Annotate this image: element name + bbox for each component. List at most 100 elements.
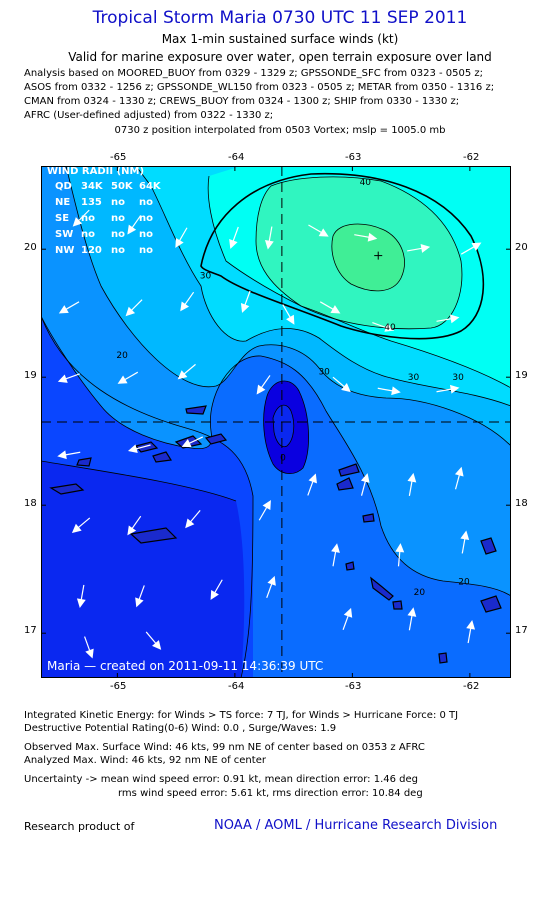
- uncertainty-rms-line: rms wind speed error: 5.61 kt, rms direc…: [118, 788, 423, 799]
- map-credit: Maria — created on 2011-09-11 14:36:39 U…: [47, 659, 323, 673]
- wind-vector-arrow: [454, 466, 464, 490]
- contour-line: [135, 166, 511, 407]
- wind-vector-arrow: [395, 543, 405, 567]
- ike-line: Integrated Kinetic Energy: for Winds > T…: [24, 710, 459, 721]
- island-st-kitts: [370, 576, 394, 601]
- wind-vector-arrow: [319, 301, 341, 314]
- wind-vector-arrow: [266, 575, 276, 599]
- contour-label: 20: [414, 588, 426, 598]
- island-nevis: [392, 600, 403, 610]
- lat-tick-label-left: 20: [24, 242, 37, 253]
- wind-vector-arrow: [436, 384, 460, 394]
- wind-band-45: [331, 224, 405, 291]
- wind-vector-arrow: [175, 227, 188, 248]
- contour-label: 20: [458, 578, 470, 588]
- island-antigua: [480, 595, 502, 613]
- map-title: Tropical Storm Maria 0730 UTC 11 SEP 201…: [92, 8, 468, 28]
- wind-radii-cell: no: [139, 213, 153, 224]
- contour-line: [263, 380, 309, 474]
- contour-line: [41, 315, 511, 597]
- wind-radii-cell: no: [111, 213, 125, 224]
- wind-vector-arrow: [460, 530, 470, 554]
- map-subtitle-exposure: Valid for marine exposure over water, op…: [68, 50, 492, 64]
- contour-label: 30: [200, 272, 212, 282]
- lat-tick-label-left: 19: [24, 370, 37, 381]
- island-barbuda: [480, 537, 497, 555]
- wind-band-5: [41, 461, 245, 678]
- wind-radii-header-cell: 50K: [111, 181, 134, 192]
- lat-tick-label-left: 18: [24, 498, 37, 509]
- contour-line: [41, 315, 254, 678]
- analysis-line: AFRC (User-defined adjusted) from 0322 -…: [24, 110, 274, 121]
- contour-label: 30: [452, 373, 464, 383]
- wind-radii-header-cell: 34K: [81, 181, 104, 192]
- wind-vector-arrow: [145, 631, 162, 650]
- wind-vector-arrow: [125, 299, 143, 317]
- island-vieques: [49, 483, 85, 495]
- lon-tick-label-bottom: -65: [110, 681, 127, 692]
- island-anguilla: [338, 463, 360, 477]
- wind-vector-arrow: [258, 500, 271, 521]
- analyzed-max-wind-line: Analyzed Max. Wind: 46 kts, 92 nm NE of …: [24, 755, 266, 766]
- contour-label: 30: [408, 373, 420, 383]
- max-wind-marker: [374, 251, 383, 260]
- lat-tick-label-right: 17: [515, 625, 528, 636]
- wind-vector-arrow: [71, 517, 91, 533]
- contour-line: [331, 223, 405, 292]
- island-culebra: [76, 457, 92, 467]
- wind-vector-arrow: [185, 509, 201, 529]
- wind-vector-arrow: [372, 322, 395, 332]
- wind-vector-arrow: [307, 473, 317, 496]
- wind-vector-arrow: [407, 607, 417, 631]
- observed-max-wind-line: Observed Max. Surface Wind: 46 kts, 99 n…: [24, 742, 425, 753]
- wind-vector-arrow: [240, 290, 251, 313]
- wind-vector-arrow: [127, 515, 142, 536]
- wind-vector-arrow: [84, 636, 94, 659]
- lon-tick-label-top: -65: [110, 152, 127, 163]
- wind-vector-arrow: [308, 224, 329, 237]
- wind-band-5-core: [273, 405, 294, 447]
- contour-label: 30: [318, 368, 330, 378]
- analysis-line: CMAN from 0324 - 1330 z; CREWS_BUOY from…: [24, 96, 460, 107]
- wind-radii-cell: SE: [55, 213, 69, 224]
- lon-tick-label-top: -64: [228, 152, 245, 163]
- wind-vector-arrow: [460, 242, 482, 255]
- lat-tick-label-right: 19: [515, 370, 528, 381]
- wind-radii-cell: NE: [55, 197, 70, 208]
- wind-vector-arrow: [177, 363, 196, 380]
- lon-tick-label-top: -62: [463, 152, 480, 163]
- lon-tick-label-bottom: -63: [345, 681, 362, 692]
- wind-vector-arrow: [210, 579, 223, 600]
- wind-radii-cell: no: [139, 245, 153, 256]
- wind-vector-arrow: [377, 386, 401, 396]
- wind-vector-arrow: [282, 304, 295, 325]
- wind-vector-arrow: [57, 373, 80, 383]
- analysis-line: Analysis based on MOORED_BUOY from 0329 …: [24, 68, 484, 79]
- wind-radii-cell: no: [111, 245, 125, 256]
- wind-vector-arrow: [58, 301, 80, 314]
- island-st-barts: [362, 513, 375, 523]
- wind-radii-cell: no: [139, 229, 153, 240]
- wind-radii-header-cell: QD: [55, 181, 72, 192]
- wind-radii-cell: SW: [55, 229, 73, 240]
- wind-radii-cell: no: [81, 213, 95, 224]
- lat-tick-label-right: 20: [515, 242, 528, 253]
- wind-vector-arrow: [127, 444, 151, 454]
- lon-tick-label-bottom: -64: [228, 681, 245, 692]
- wind-radii-cell: no: [111, 197, 125, 208]
- wind-vector-arrow: [436, 314, 460, 324]
- footer-organization-link[interactable]: NOAA / AOML / Hurricane Research Divisio…: [214, 818, 498, 833]
- wind-radii-header-cell: 64K: [139, 181, 162, 192]
- island-saba: [345, 561, 355, 571]
- island-montserrat: [438, 652, 448, 664]
- wind-vector-arrow: [180, 291, 195, 312]
- contour-line: [272, 404, 295, 448]
- wind-vector-arrow: [135, 585, 145, 608]
- wind-vector-arrow: [331, 543, 340, 567]
- island-st-thomas: [134, 441, 159, 453]
- wind-vector-arrow: [407, 472, 417, 496]
- island-st-martin: [336, 477, 354, 491]
- wind-vector-arrow: [127, 215, 142, 235]
- lat-tick-label-right: 18: [515, 498, 528, 509]
- footer-research-product: Research product of: [24, 820, 135, 833]
